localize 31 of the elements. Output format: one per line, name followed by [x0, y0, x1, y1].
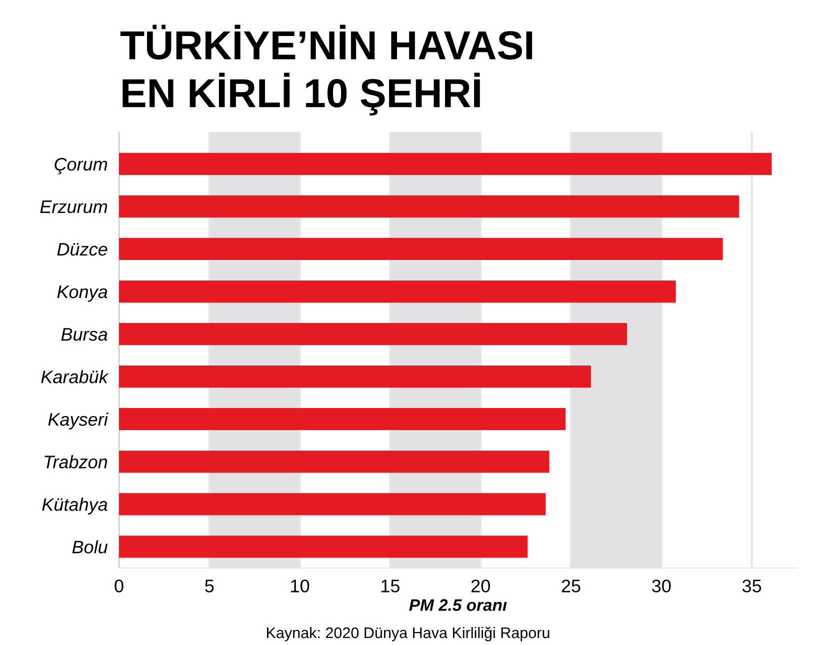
y-tick-label: Trabzon	[44, 455, 108, 468]
bar	[119, 450, 550, 473]
x-tick-label: 10	[291, 580, 310, 592]
x-tick-label: 0	[114, 580, 124, 592]
bar	[119, 238, 723, 260]
y-tick-label: Erzurum	[40, 200, 108, 214]
bar	[119, 280, 676, 303]
y-tick-label: Kayseri	[48, 412, 108, 430]
x-tick-label: 5	[205, 580, 214, 592]
bar	[119, 152, 772, 175]
x-tick-label: 20	[471, 580, 490, 592]
x-tick-label: 35	[742, 580, 762, 592]
bar	[119, 366, 591, 388]
bar	[119, 322, 628, 346]
y-tick-label: Karabük	[41, 370, 109, 384]
x-axis-title: PM 2.5 oranı	[409, 599, 507, 611]
text: Kaynak: 2020 Dünya Hava Kirliliği Raporu	[267, 626, 550, 642]
bar	[119, 536, 528, 558]
chart-title: TÜRKİYE’NİN HAVASI EN KİRLİ 10 ŞEHRİ	[120, 24, 532, 116]
x-tick-label: 15	[382, 580, 400, 592]
bar	[119, 493, 546, 516]
y-tick-label: Çorum	[54, 158, 108, 174]
y-tick-label: Kütahya	[42, 498, 108, 514]
y-tick-label: Bursa	[61, 328, 108, 341]
x-tick-label: 25	[562, 580, 580, 592]
bar	[119, 408, 566, 430]
x-tick-label: 30	[652, 580, 671, 592]
y-tick-label: Konya	[57, 286, 108, 302]
y-tick-label: Bolu	[72, 540, 108, 554]
bar	[119, 195, 740, 218]
y-tick-label: Düzce	[57, 243, 108, 256]
